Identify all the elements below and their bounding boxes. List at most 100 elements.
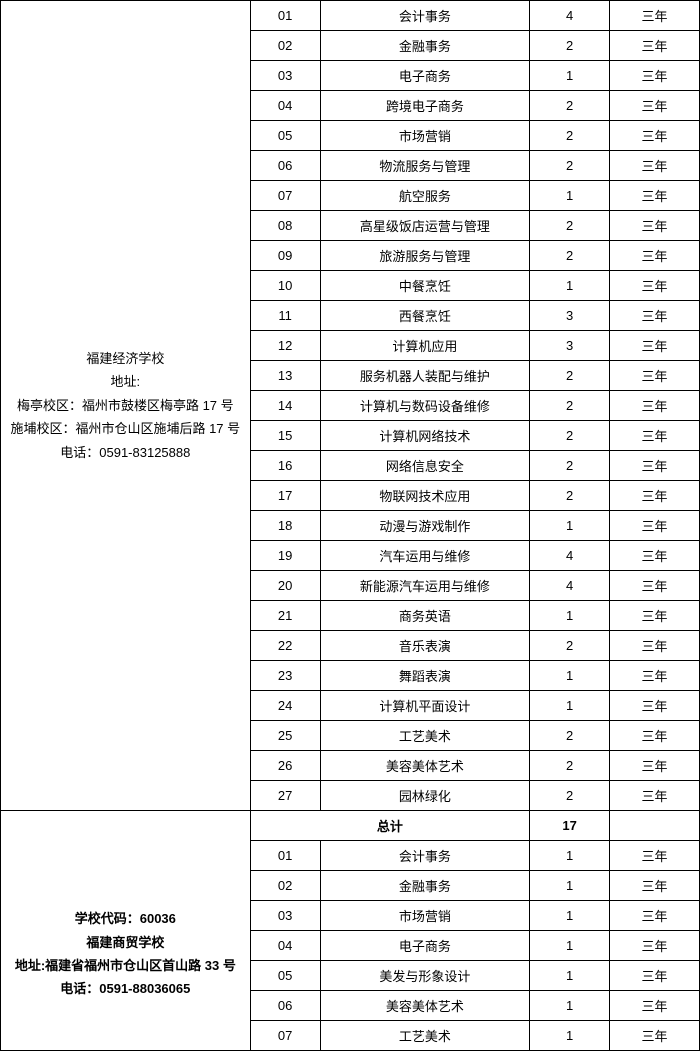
major-duration: 三年	[610, 331, 700, 361]
major-name: 市场营销	[320, 121, 530, 151]
total-duration	[610, 811, 700, 841]
major-code: 26	[250, 751, 320, 781]
major-name: 汽车运用与维修	[320, 541, 530, 571]
school-info-line	[9, 860, 242, 883]
major-duration: 三年	[610, 691, 700, 721]
major-count: 2	[530, 721, 610, 751]
schools-enrollment-table: 福建经济学校地址:梅亭校区：福州市鼓楼区梅亭路 17 号施埔校区：福州市仓山区施…	[0, 0, 700, 1051]
major-count: 1	[530, 271, 610, 301]
major-code: 02	[250, 871, 320, 901]
major-code: 09	[250, 241, 320, 271]
major-name: 会计事务	[320, 841, 530, 871]
major-name: 计算机平面设计	[320, 691, 530, 721]
major-duration: 三年	[610, 511, 700, 541]
school-info-line: 福建经济学校	[9, 347, 242, 370]
major-count: 2	[530, 241, 610, 271]
major-count: 2	[530, 211, 610, 241]
major-count: 1	[530, 1021, 610, 1051]
major-code: 03	[250, 61, 320, 91]
major-code: 08	[250, 211, 320, 241]
major-duration: 三年	[610, 751, 700, 781]
major-duration: 三年	[610, 61, 700, 91]
major-code: 19	[250, 541, 320, 571]
major-name: 金融事务	[320, 871, 530, 901]
major-duration: 三年	[610, 421, 700, 451]
major-duration: 三年	[610, 631, 700, 661]
school-info-line: 学校代码：60036	[9, 907, 242, 930]
major-duration: 三年	[610, 301, 700, 331]
major-name: 网络信息安全	[320, 451, 530, 481]
major-name: 商务英语	[320, 601, 530, 631]
major-count: 1	[530, 991, 610, 1021]
major-name: 美容美体艺术	[320, 991, 530, 1021]
school-info-line: 电话：0591-88036065	[9, 977, 242, 1000]
major-duration: 三年	[610, 571, 700, 601]
major-name: 跨境电子商务	[320, 91, 530, 121]
major-name: 物流服务与管理	[320, 151, 530, 181]
major-code: 01	[250, 841, 320, 871]
major-count: 2	[530, 421, 610, 451]
major-name: 航空服务	[320, 181, 530, 211]
major-code: 04	[250, 91, 320, 121]
major-count: 1	[530, 901, 610, 931]
major-count: 2	[530, 361, 610, 391]
major-duration: 三年	[610, 841, 700, 871]
major-count: 2	[530, 631, 610, 661]
major-code: 04	[250, 931, 320, 961]
major-count: 2	[530, 751, 610, 781]
major-code: 11	[250, 301, 320, 331]
major-name: 计算机应用	[320, 331, 530, 361]
major-count: 4	[530, 541, 610, 571]
major-code: 15	[250, 421, 320, 451]
major-duration: 三年	[610, 241, 700, 271]
major-name: 金融事务	[320, 31, 530, 61]
major-count: 1	[530, 691, 610, 721]
major-count: 1	[530, 181, 610, 211]
major-count: 1	[530, 931, 610, 961]
major-count: 2	[530, 451, 610, 481]
major-count: 2	[530, 91, 610, 121]
major-name: 美容美体艺术	[320, 751, 530, 781]
major-duration: 三年	[610, 31, 700, 61]
major-duration: 三年	[610, 781, 700, 811]
school-info-line: 地址:福建省福州市仓山区首山路 33 号	[9, 954, 242, 977]
major-code: 16	[250, 451, 320, 481]
major-code: 18	[250, 511, 320, 541]
major-duration: 三年	[610, 391, 700, 421]
major-name: 电子商务	[320, 61, 530, 91]
major-count: 2	[530, 781, 610, 811]
major-code: 14	[250, 391, 320, 421]
major-duration: 三年	[610, 931, 700, 961]
major-count: 2	[530, 121, 610, 151]
major-count: 4	[530, 1, 610, 31]
school-info-line: 施埔校区：福州市仓山区施埔后路 17 号	[9, 417, 242, 440]
major-name: 电子商务	[320, 931, 530, 961]
major-count: 4	[530, 571, 610, 601]
major-count: 2	[530, 31, 610, 61]
school-info-line	[9, 884, 242, 907]
major-count: 1	[530, 61, 610, 91]
major-code: 10	[250, 271, 320, 301]
major-name: 服务机器人装配与维护	[320, 361, 530, 391]
major-name: 音乐表演	[320, 631, 530, 661]
major-name: 动漫与游戏制作	[320, 511, 530, 541]
major-count: 1	[530, 661, 610, 691]
total-count: 17	[530, 811, 610, 841]
major-code: 24	[250, 691, 320, 721]
major-duration: 三年	[610, 901, 700, 931]
major-code: 01	[250, 1, 320, 31]
major-count: 1	[530, 961, 610, 991]
major-name: 计算机与数码设备维修	[320, 391, 530, 421]
table-row: 福建经济学校地址:梅亭校区：福州市鼓楼区梅亭路 17 号施埔校区：福州市仓山区施…	[1, 1, 700, 31]
major-code: 12	[250, 331, 320, 361]
school-info-line: 电话：0591-83125888	[9, 441, 242, 464]
major-name: 园林绿化	[320, 781, 530, 811]
major-code: 05	[250, 961, 320, 991]
major-duration: 三年	[610, 121, 700, 151]
major-code: 05	[250, 121, 320, 151]
major-code: 07	[250, 1021, 320, 1051]
major-code: 06	[250, 151, 320, 181]
major-duration: 三年	[610, 661, 700, 691]
major-code: 02	[250, 31, 320, 61]
major-duration: 三年	[610, 1, 700, 31]
